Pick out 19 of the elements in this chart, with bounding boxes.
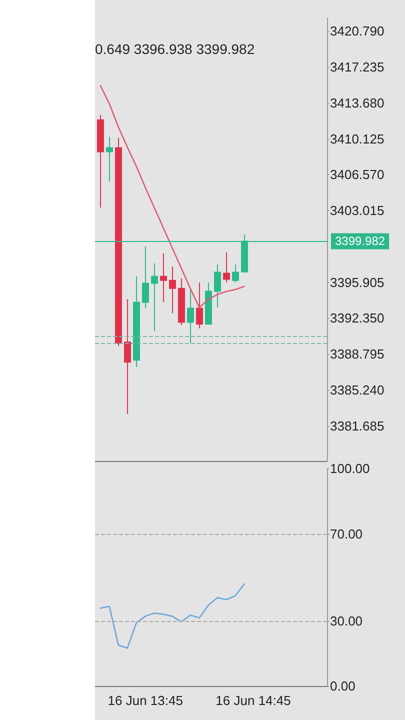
x-tick-label: 16 Jun 13:45 <box>108 693 183 708</box>
y-tick-label: 3403.015 <box>330 203 384 218</box>
y-tick-label: 3406.570 <box>330 167 384 182</box>
y-tick-label: 3381.685 <box>330 418 384 434</box>
y-tick-label: 3388.795 <box>330 346 384 362</box>
y-tick-label: 100.00 <box>330 461 370 476</box>
y-tick-label: 3413.680 <box>330 95 384 110</box>
ref-line-label: 3399.982 <box>335 234 386 248</box>
y-tick-label: 0.00 <box>330 678 356 694</box>
y-tick-label: 3420.790 <box>330 24 384 39</box>
y-tick-label: 3392.350 <box>330 310 384 326</box>
y-tick-label: 3410.125 <box>330 131 384 146</box>
x-tick-label: 16 Jun 14:45 <box>216 693 291 708</box>
annotation: 0.649 3396.938 3399.982 <box>95 41 255 57</box>
y-tick-label: 70.00 <box>330 526 363 542</box>
y-tick-label: 30.00 <box>330 613 363 628</box>
y-tick-label: 3385.240 <box>330 382 384 398</box>
y-tick-label: 3395.905 <box>330 274 384 290</box>
y-tick-label: 3417.235 <box>330 60 384 75</box>
